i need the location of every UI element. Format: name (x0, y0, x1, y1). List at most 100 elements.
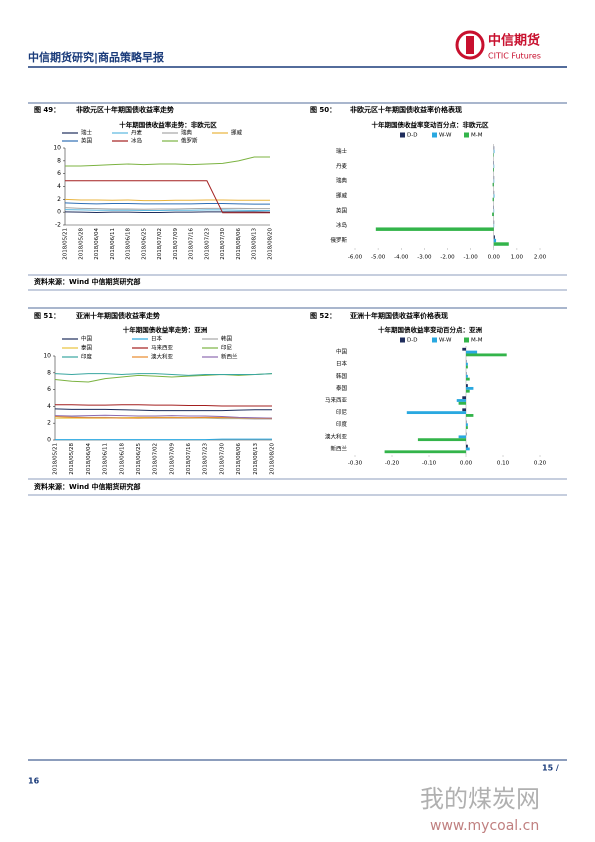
y-tick-label: 8 (57, 157, 61, 164)
bar (492, 212, 494, 217)
x-tick-label: -4.00 (394, 255, 409, 261)
bar (466, 374, 468, 378)
bar (466, 377, 470, 381)
x-tick-label: 1.00 (511, 255, 524, 261)
bar (466, 389, 470, 393)
legend-label: 澳大利亚 (151, 353, 174, 361)
x-tick-label: 2018/06/25 (141, 228, 147, 260)
category-label: 瑞典 (336, 177, 348, 185)
header-title: 中信期货研究|商品策略早报 (28, 50, 165, 64)
legend-label: D-D (407, 133, 417, 139)
legend-swatch (432, 337, 437, 343)
series-line (64, 198, 270, 202)
x-tick-label: -0.20 (385, 461, 400, 467)
legend-label: M-M (471, 133, 483, 139)
bar (456, 399, 466, 402)
bar (492, 182, 494, 187)
bar (493, 194, 495, 198)
legend-swatch (464, 132, 469, 138)
category-label: 马来西亚 (325, 396, 348, 404)
legend-label: 冰岛 (131, 137, 143, 145)
x-tick-label: 2018/05/28 (69, 443, 75, 475)
bar (493, 168, 494, 172)
x-tick-label: 0.20 (534, 461, 547, 467)
legend-label: 瑞典 (181, 129, 193, 137)
x-tick-label: 0.00 (488, 255, 501, 261)
bar (466, 362, 468, 366)
page-left: 16 (28, 777, 40, 786)
legend-label: 新西兰 (221, 353, 238, 361)
bar (492, 197, 494, 202)
x-tick-label: 2018/07/30 (219, 443, 225, 475)
category-label: 冰岛 (336, 221, 348, 229)
bar (466, 386, 474, 390)
series-line (64, 211, 271, 213)
x-tick-label: 2018/06/25 (136, 443, 142, 475)
logo-mark (455, 30, 485, 60)
x-tick-label: 2018/05/28 (78, 228, 84, 260)
figure-label: 图 51： (34, 311, 60, 320)
y-tick-label: -2 (55, 222, 61, 229)
y-tick-label: 0 (47, 437, 51, 444)
series-line (65, 180, 270, 214)
bar (466, 350, 478, 354)
legend-label: 瑞士 (81, 129, 93, 137)
category-label: 瑞士 (336, 147, 348, 155)
y-tick-label: 10 (43, 353, 51, 360)
legend-label: 泰国 (81, 344, 93, 352)
bar (462, 396, 466, 400)
legend-swatch (400, 337, 405, 343)
x-tick-label: 2018/08/13 (253, 443, 259, 475)
figure-label: 图 52： (310, 311, 336, 320)
bar (466, 444, 468, 448)
x-tick-label: 2018/06/11 (110, 228, 116, 260)
bar (466, 384, 468, 387)
figure-caption: 非欧元区十年期国债收益率走势 (76, 105, 174, 114)
x-tick-label: 2018/07/16 (186, 443, 192, 475)
x-tick-label: 2018/07/09 (169, 443, 175, 475)
legend-label: M-M (471, 338, 483, 344)
source: 资料来源：Wind 中信期货研究部 (34, 482, 141, 491)
legend-swatch (432, 132, 437, 138)
x-tick-label: 2018/06/04 (94, 228, 100, 260)
category-label: 日本 (336, 360, 348, 368)
x-tick-label: -6.00 (348, 255, 363, 261)
x-tick-label: 2018/07/30 (220, 228, 226, 260)
x-tick-label: 2018/06/18 (126, 228, 132, 260)
x-tick-label: 2018/07/02 (153, 443, 159, 475)
x-tick-label: 2018/08/06 (236, 228, 242, 260)
x-tick-label: -0.30 (348, 461, 363, 467)
bar (466, 447, 470, 451)
category-label: 中国 (336, 348, 348, 356)
x-tick-label: 2018/05/21 (53, 443, 59, 475)
x-tick-label: 2.00 (534, 255, 547, 261)
x-tick-label: 2018/06/04 (86, 443, 92, 475)
bar (493, 238, 497, 243)
x-tick-label: 2018/07/16 (189, 228, 195, 260)
series-line (55, 404, 272, 407)
legend-label: 印度 (81, 353, 93, 361)
x-tick-label: 0.10 (497, 461, 510, 467)
x-tick-label: 2018/06/18 (119, 443, 125, 475)
bar (493, 242, 509, 246)
x-tick-label: 2018/08/20 (270, 443, 276, 475)
legend-label: 韩国 (221, 335, 233, 343)
bar (384, 450, 466, 454)
x-tick-label: -3.00 (417, 255, 432, 261)
category-label: 英国 (336, 206, 348, 214)
legend-label: 中国 (81, 335, 93, 343)
bar (466, 353, 507, 357)
x-tick-label: 2018/08/06 (236, 443, 242, 475)
x-tick-label: 2018/07/09 (173, 228, 179, 260)
x-tick-label: 2018/05/21 (63, 228, 69, 260)
figure-caption: 亚洲十年期国债收益率价格表现 (350, 311, 448, 320)
y-tick-label: 8 (47, 369, 51, 376)
watermark-url: www.mycoal.cn (430, 818, 539, 834)
logo-mark-inner (466, 36, 474, 54)
x-tick-label: 0.00 (460, 461, 473, 467)
legend-label: 俄罗斯 (181, 137, 198, 145)
figure-caption: 亚洲十年期国债收益率走势 (76, 311, 160, 320)
series-line (64, 207, 270, 210)
series-line (54, 373, 273, 376)
